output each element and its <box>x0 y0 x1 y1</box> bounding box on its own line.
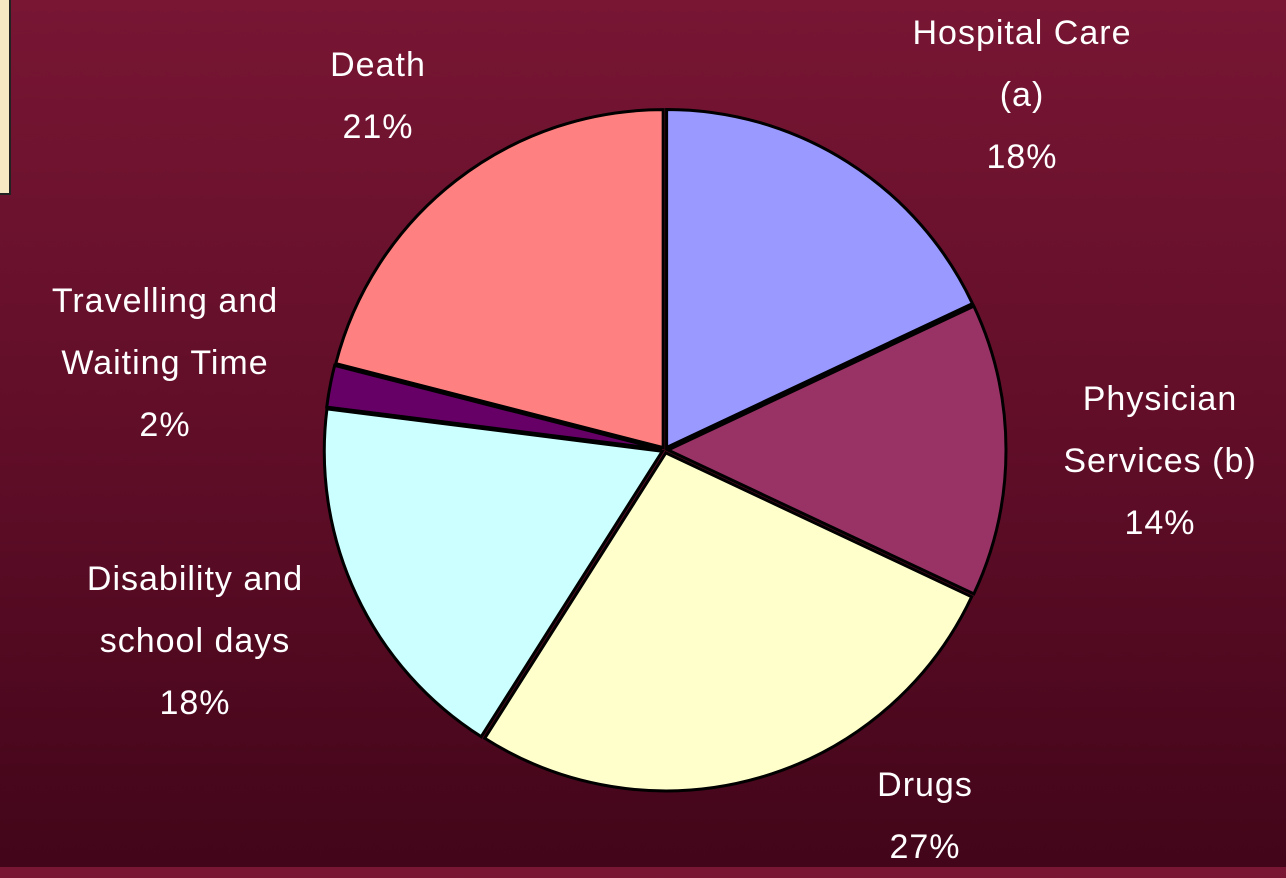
category-label: Hospital Care (a) <box>912 14 1132 114</box>
value-label: 14% <box>1124 504 1196 542</box>
slice-label: Death 21% <box>298 34 458 158</box>
value-label: 18% <box>159 684 231 722</box>
pie-slice <box>482 450 974 793</box>
category-label: Drugs <box>877 766 973 804</box>
slice-label: Drugs 27% <box>825 754 1025 878</box>
pie-slice <box>322 407 665 739</box>
value-label: 18% <box>986 138 1058 176</box>
slice-label: Disability and school days 18% <box>40 548 350 734</box>
category-label: Travelling and Waiting Time <box>51 282 279 382</box>
pie-slice <box>325 363 663 451</box>
value-label: 21% <box>342 108 414 146</box>
value-label: 27% <box>889 828 961 866</box>
value-label: 2% <box>139 406 191 444</box>
category-label: Death <box>330 46 426 84</box>
pie-slice <box>333 108 665 450</box>
slice-label: Travelling and Waiting Time 2% <box>5 270 325 456</box>
slice-label: Hospital Care (a) 18% <box>892 2 1152 188</box>
pie-slice <box>664 304 1008 596</box>
slice-label: Physician Services (b) 14% <box>1025 368 1286 554</box>
box-edge <box>0 0 11 195</box>
category-label: Disability and school days <box>86 560 304 660</box>
category-label: Physician Services (b) <box>1063 380 1257 480</box>
pie-slice <box>665 107 975 450</box>
